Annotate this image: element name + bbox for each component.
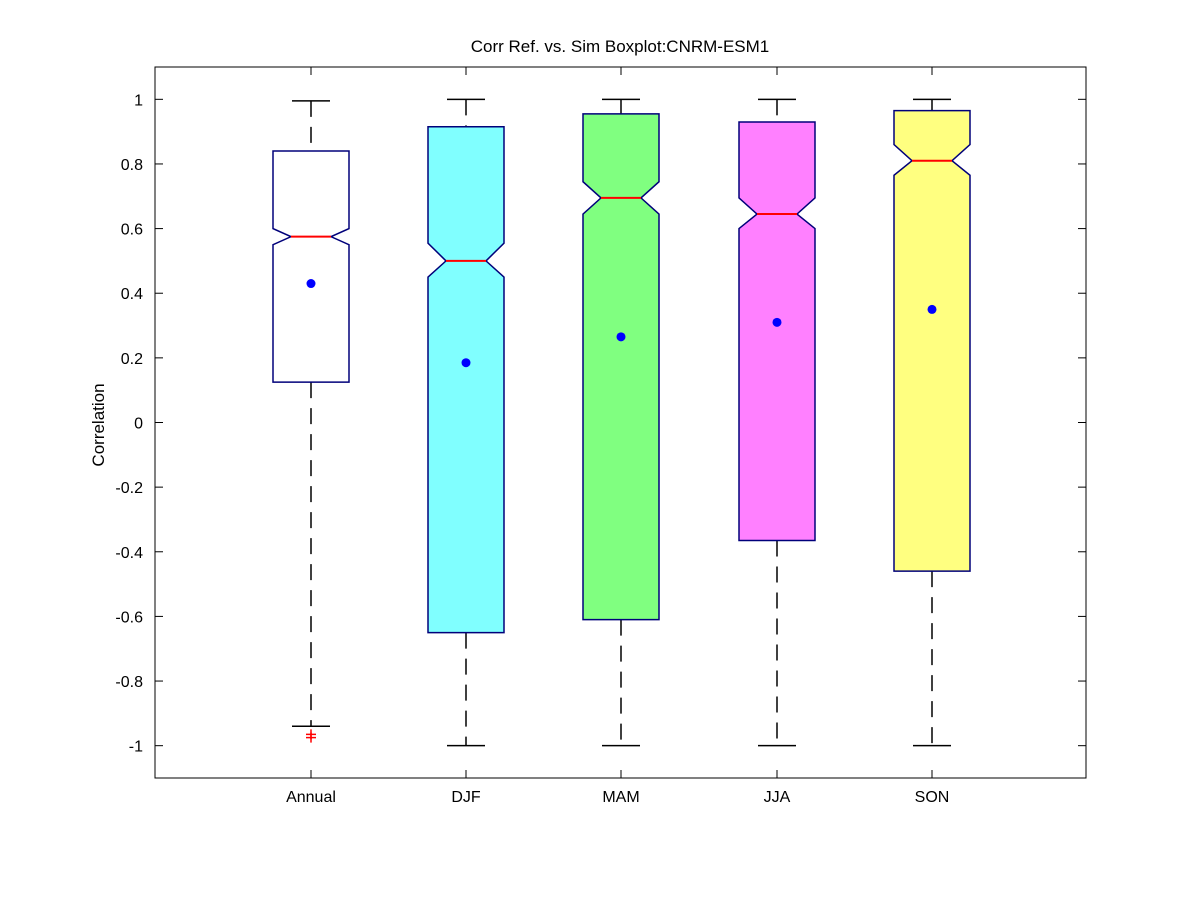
y-tick-label: -0.4 xyxy=(115,545,143,562)
plot-area: -1 -0.8 -0.6 -0.4 -0.2 0 0.2 0.4 0.6 0.8 1 Annual DJ… xyxy=(115,66,1087,806)
mean-marker-jja xyxy=(772,317,782,327)
x-tick-label: DJF xyxy=(451,789,481,806)
x-tick-label: SON xyxy=(915,789,950,806)
mean-marker-djf xyxy=(461,358,471,368)
box-son xyxy=(893,109,971,572)
y-tick-label: 0.4 xyxy=(121,286,143,303)
y-tick-label: -0.8 xyxy=(115,674,143,691)
x-tick-label: JJA xyxy=(764,789,791,806)
box-mam xyxy=(582,113,660,621)
y-tick-label: -0.2 xyxy=(115,480,143,497)
y-tick-label: -0.6 xyxy=(115,609,143,626)
y-tick-label: 0 xyxy=(134,416,143,433)
x-tick-label: Annual xyxy=(286,789,336,806)
mean-marker-mam xyxy=(616,332,626,342)
chart-title: Corr Ref. vs. Sim Boxplot:CNRM-ESM1 xyxy=(471,37,770,56)
y-tick-label: 1 xyxy=(134,92,143,109)
box-djf xyxy=(427,126,505,634)
mean-marker-son xyxy=(927,304,937,314)
x-tick-label: MAM xyxy=(602,789,639,806)
y-tick-label: 0.6 xyxy=(121,222,143,239)
y-tick-label: 0.2 xyxy=(121,351,143,368)
y-tick-label: 0.8 xyxy=(121,157,143,174)
mean-marker-annual xyxy=(306,279,316,289)
y-tick-label: -1 xyxy=(129,739,143,756)
y-axis-label: Correlation xyxy=(89,383,108,466)
box-jja xyxy=(738,121,816,542)
box-annual xyxy=(272,150,350,383)
